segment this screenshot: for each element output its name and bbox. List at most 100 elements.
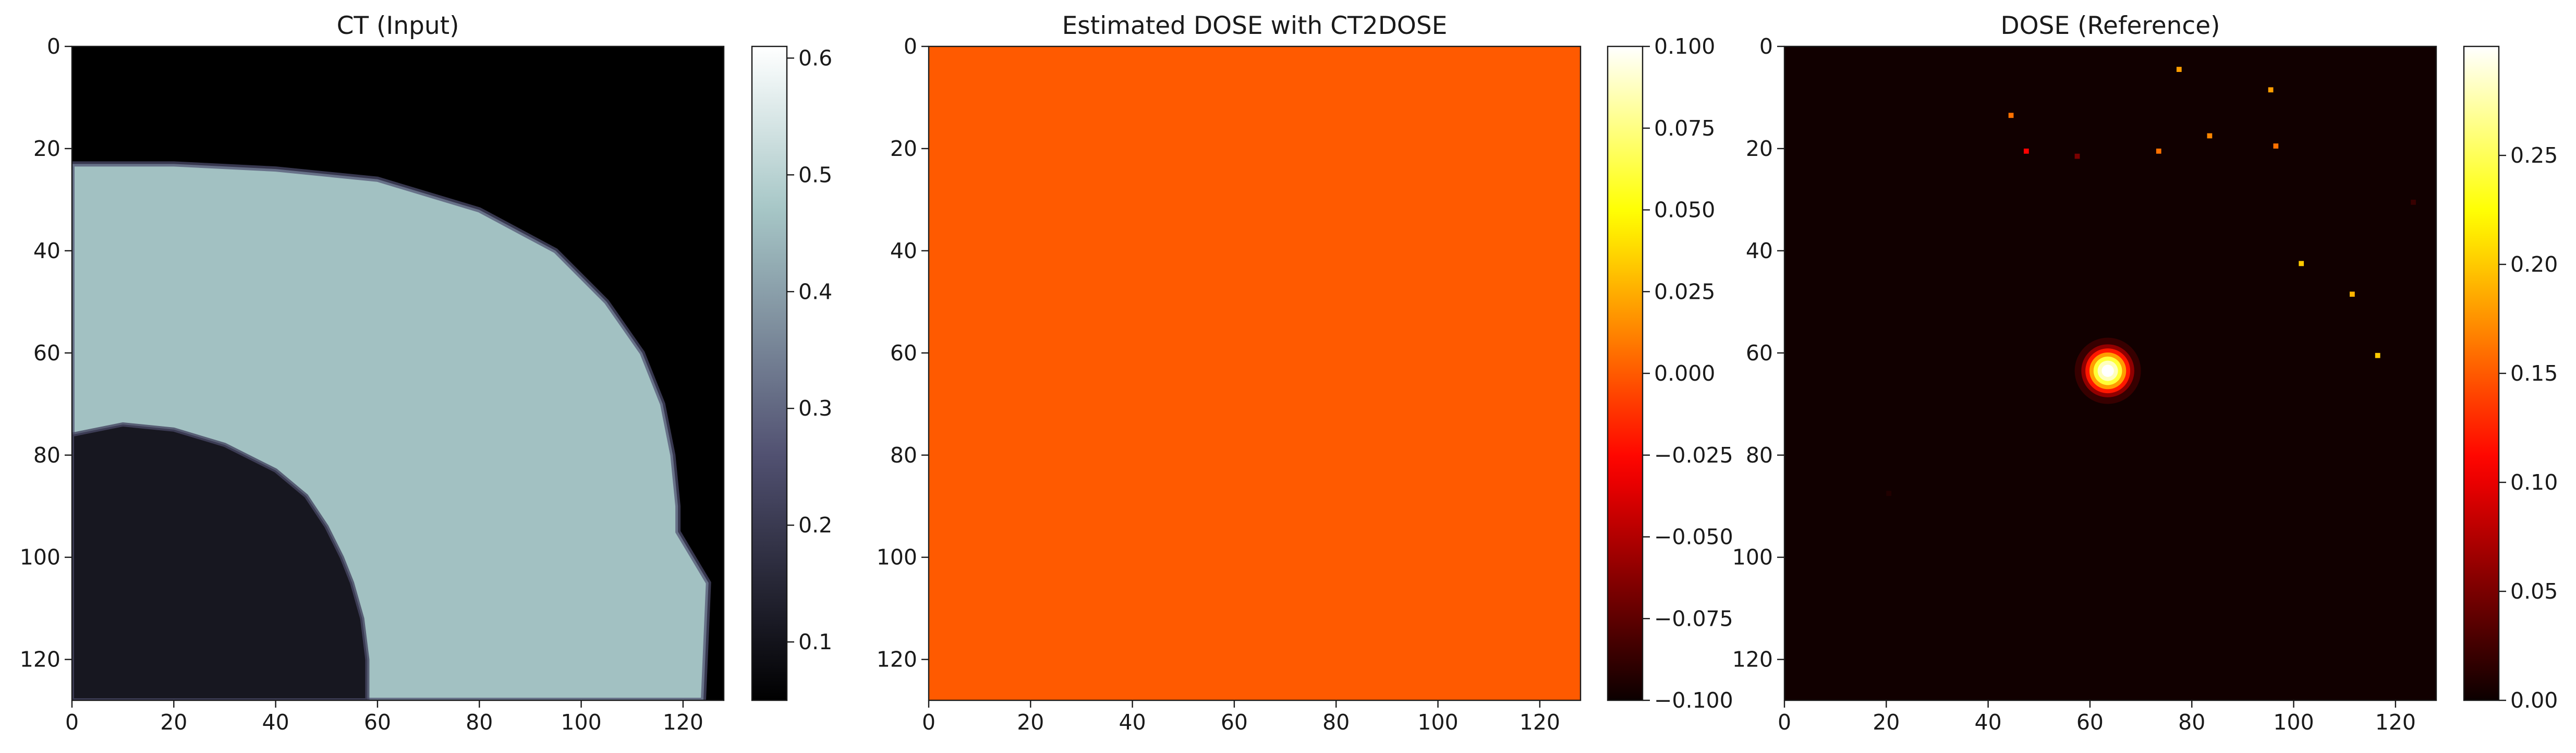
colorbar-tick-label: 0.2	[798, 513, 832, 538]
dose-point	[2268, 87, 2274, 93]
dose-point	[2375, 353, 2380, 358]
colorbar-tick-label: 0.10	[2510, 470, 2558, 495]
colorbar-tick-label: 0.20	[2510, 252, 2558, 277]
y-tick-label: 100	[877, 545, 917, 570]
y-tick-label: 40	[890, 238, 917, 263]
colorbar-tick-label: 0.4	[798, 279, 832, 304]
colorbar-tick-label: 0.100	[1654, 34, 1715, 59]
y-tick-label: 20	[33, 136, 60, 161]
lung-region	[72, 424, 368, 700]
colorbar-tick-label: 0.075	[1654, 116, 1715, 141]
colorbar-tick-label: 0.05	[2510, 579, 2558, 604]
y-tick-label: 60	[890, 341, 917, 366]
colorbar-tick-label: 0.050	[1654, 198, 1715, 223]
colorbar-tick-label: 0.025	[1654, 279, 1715, 304]
x-tick-label: 100	[561, 710, 601, 735]
x-tick-label: 0	[1778, 710, 1791, 735]
colorbar-tick-label: −0.075	[1654, 606, 1733, 631]
colorbar: 0.00 0.05 0.10 0.15 0.20 0.25	[2463, 45, 2558, 713]
y-tick-label: 80	[33, 443, 60, 468]
dose-point	[2156, 148, 2161, 154]
heatmap-field	[929, 46, 1581, 700]
colorbar-tick-label: 0.15	[2510, 361, 2558, 386]
y-tick-label: 20	[890, 136, 917, 161]
colorbar-frame	[751, 45, 788, 701]
colorbar-tick-label: 0.5	[798, 162, 832, 187]
colorbar-tick-label: 0.25	[2510, 143, 2558, 168]
colorbar-gradient	[2464, 46, 2499, 700]
colorbar-tick-label: −0.025	[1654, 443, 1733, 468]
lung-edge	[72, 422, 370, 700]
y-tick-label: 100	[20, 545, 60, 570]
dose-point	[2176, 67, 2182, 72]
axes-frame	[71, 45, 725, 701]
dose-point	[2349, 292, 2355, 297]
y-tick-label: 120	[877, 647, 917, 672]
colorbar-gradient	[1608, 46, 1643, 700]
y-tick-label: 80	[890, 443, 917, 468]
panel-3: DOSE (Reference) 0 20 40 60 80 100 120 0 20 40 60 80…	[1732, 11, 2558, 735]
dose-point	[2299, 261, 2304, 266]
x-tick-label: 60	[364, 710, 391, 735]
y-tick-label: 20	[1746, 136, 1773, 161]
panel-title: CT (Input)	[337, 11, 459, 40]
y-tick-label: 120	[20, 647, 60, 672]
y-tick-label: 40	[1746, 238, 1773, 263]
dose-point	[2008, 113, 2014, 118]
y-tick-label: 100	[1732, 545, 1773, 570]
x-tick-label: 120	[663, 710, 703, 735]
panel-1: CT (Input) 0 20 40 60 80 100 120 0 20 40 60 80 100 120…	[20, 11, 832, 735]
heatmap-image	[929, 46, 1581, 700]
x-tick-label: 60	[1221, 710, 1248, 735]
x-tick-label: 40	[1975, 710, 2002, 735]
x-tick-label: 60	[2076, 710, 2104, 735]
dose-point	[2074, 153, 2080, 159]
x-tick-label: 80	[1322, 710, 1350, 735]
dose-point	[2023, 148, 2029, 154]
colorbar-tick-label: −0.050	[1654, 525, 1733, 550]
panel-title: DOSE (Reference)	[2000, 11, 2220, 40]
panel-2: Estimated DOSE with CT2DOSE 0 20 40 60 80 100 1…	[877, 11, 1733, 735]
y-tick-label: 120	[1732, 647, 1773, 672]
y-tick-label: 0	[904, 34, 917, 59]
x-tick-label: 20	[1017, 710, 1044, 735]
colorbar-tick-label: −0.100	[1654, 688, 1733, 713]
x-tick-label: 20	[160, 710, 187, 735]
colorbar-tick-label: 0.6	[798, 45, 832, 70]
dose-hotspot	[2101, 365, 2114, 377]
y-tick-label: 60	[33, 341, 60, 366]
colorbar-gradient	[752, 46, 787, 700]
y-tick-label: 40	[33, 238, 60, 263]
colorbar-tick-label: 0.00	[2510, 688, 2558, 713]
x-tick-label: 0	[65, 710, 79, 735]
dose-point	[1886, 491, 1892, 496]
heatmap-image	[72, 46, 724, 700]
y-tick-label: 0	[1759, 34, 1773, 59]
heatmap-image	[1784, 46, 2436, 700]
dose-point	[2273, 143, 2279, 149]
tissue-edge	[72, 161, 711, 700]
y-tick-label: 60	[1746, 341, 1773, 366]
x-tick-label: 20	[1873, 710, 1900, 735]
x-tick-label: 100	[2273, 710, 2314, 735]
colorbar-tick-label: 0.000	[1654, 361, 1715, 386]
dose-point	[2207, 133, 2213, 139]
axes-frame	[928, 45, 1582, 701]
colorbar: −0.100 −0.075 −0.050 −0.025 0.000 0.025 0.050 0…	[1607, 34, 1733, 713]
x-tick-label: 40	[1119, 710, 1146, 735]
colorbar: 0.1 0.2 0.3 0.4 0.5 0.6	[751, 45, 832, 701]
x-tick-label: 120	[2375, 710, 2416, 735]
panel-title: Estimated DOSE with CT2DOSE	[1062, 11, 1448, 40]
x-tick-label: 0	[922, 710, 935, 735]
x-tick-label: 120	[1520, 710, 1560, 735]
y-tick-label: 0	[47, 34, 60, 59]
colorbar-tick-label: 0.1	[798, 629, 832, 654]
x-tick-label: 40	[262, 710, 289, 735]
dose-point	[2411, 199, 2416, 205]
axes-frame	[1783, 45, 2437, 701]
x-tick-label: 80	[466, 710, 493, 735]
x-tick-label: 80	[2178, 710, 2205, 735]
y-tick-label: 80	[1746, 443, 1773, 468]
colorbar-tick-label: 0.3	[798, 396, 832, 421]
